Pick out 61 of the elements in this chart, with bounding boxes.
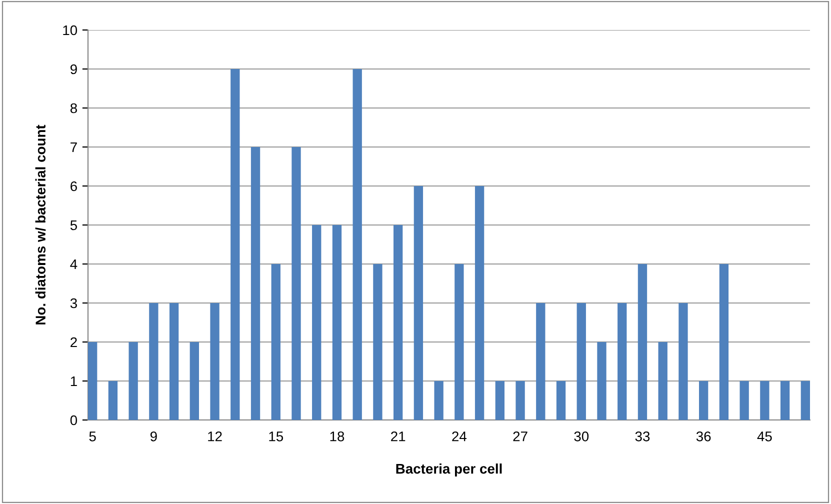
bar (230, 69, 240, 420)
bar (332, 225, 342, 420)
bar (271, 264, 280, 420)
bar (414, 186, 424, 420)
bar (638, 264, 648, 420)
bar (618, 303, 627, 420)
bar (434, 381, 444, 420)
y-tick-label: 6 (70, 181, 77, 192)
bar (190, 342, 199, 420)
bar (394, 225, 403, 420)
y-tick-label: 9 (70, 64, 77, 74)
bar (760, 381, 770, 420)
bar (516, 381, 525, 420)
x-tick-label: 36 (696, 431, 711, 442)
bar (495, 381, 504, 420)
bar (740, 381, 749, 420)
bar (210, 303, 220, 420)
y-tick-label: 7 (70, 142, 77, 152)
y-tick-label: 4 (70, 259, 78, 270)
x-tick-label: 9 (150, 431, 157, 442)
bar (800, 381, 810, 420)
x-tick-label: 18 (330, 431, 344, 442)
bar (556, 381, 566, 420)
y-tick-label: 0 (70, 415, 78, 426)
y-tick-label: 5 (70, 220, 77, 230)
bar (169, 303, 179, 420)
bar (128, 342, 138, 420)
bar (149, 303, 158, 420)
y-tick-label: 10 (63, 25, 78, 36)
y-tick-label: 2 (70, 337, 77, 348)
bar (576, 303, 586, 420)
bar (352, 69, 362, 420)
x-tick-label: 33 (635, 431, 650, 442)
y-tick-label: 3 (70, 298, 77, 308)
bar (454, 264, 464, 420)
x-tick-label: 15 (269, 432, 284, 442)
bar (474, 186, 484, 420)
bar (312, 225, 322, 420)
bar (250, 147, 260, 420)
x-tick-label: 21 (391, 431, 406, 442)
bar (678, 303, 688, 420)
x-tick-label: 27 (513, 431, 528, 442)
bar (536, 303, 546, 420)
x-tick-label: 30 (574, 431, 589, 442)
y-axis-title: No. diatoms w/ bacterial count (35, 124, 46, 324)
bar (658, 342, 668, 420)
bar (719, 264, 729, 420)
bar (373, 264, 382, 420)
x-tick-label: 45 (757, 432, 772, 442)
y-tick-label: 1 (70, 376, 77, 386)
y-tick-label: 8 (70, 103, 77, 114)
x-tick-label: 5 (89, 432, 96, 442)
bar (292, 147, 301, 420)
bar (108, 381, 118, 420)
bar (699, 381, 708, 420)
x-axis-title: Bacteria per cell (396, 464, 502, 476)
bar (597, 342, 606, 420)
bar (780, 381, 790, 420)
x-tick-label: 12 (208, 431, 222, 442)
bar (88, 342, 98, 420)
x-tick-label: 24 (452, 431, 466, 442)
